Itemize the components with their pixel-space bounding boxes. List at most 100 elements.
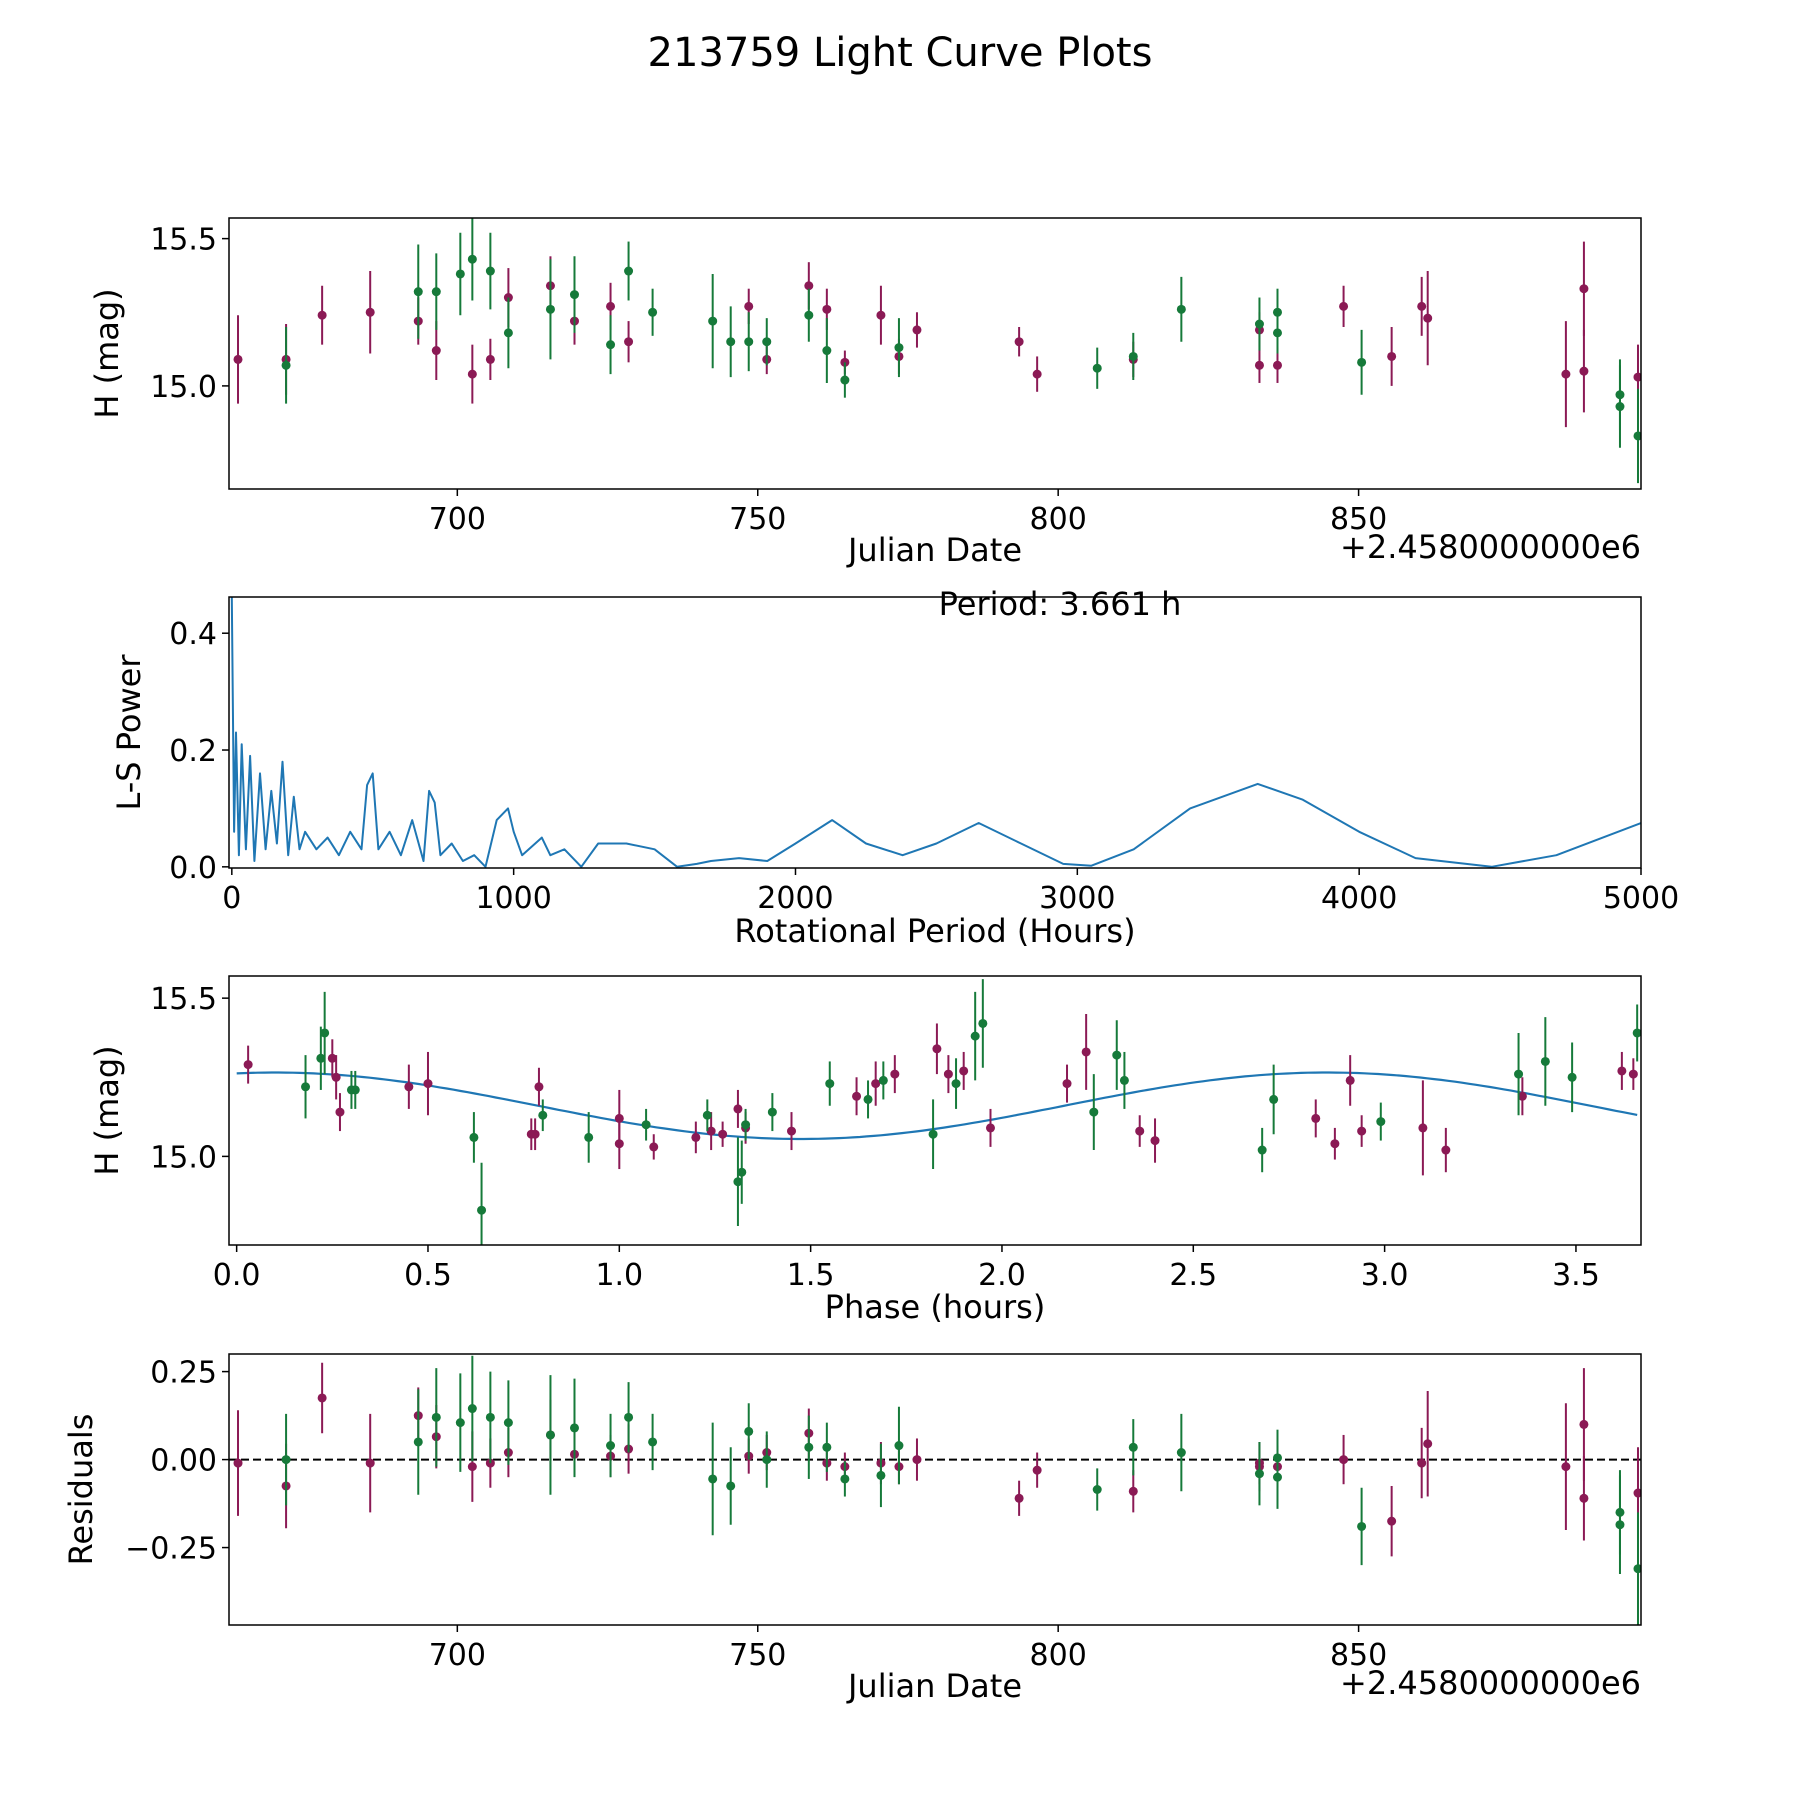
green-data-point [876, 1470, 886, 1480]
green-data-point [1272, 1472, 1282, 1482]
green-data-point [538, 1110, 548, 1120]
lightcurve-panel: 700 750 800 850 15.0 15.5 Julian Date H (mag) +2… [88, 217, 1642, 569]
green-data-point [606, 340, 616, 350]
green-data-point [737, 1167, 747, 1177]
magenta-data-point [943, 1069, 953, 1079]
green-data-point [467, 1404, 477, 1414]
y-axis-label: H (mag) [88, 1045, 126, 1175]
magenta-data-point [335, 1107, 345, 1117]
x-tick-label: 3.5 [1552, 1258, 1600, 1293]
green-data-point [951, 1079, 961, 1089]
green-data-point [469, 1132, 479, 1142]
period-annotation: Period: 3.661 h [939, 585, 1182, 623]
green-data-point [726, 337, 736, 347]
magenta-data-point [1081, 1047, 1091, 1057]
x-axis-label: Julian Date [846, 531, 1022, 569]
magenta-data-point [932, 1044, 942, 1054]
magenta-data-point [1579, 1419, 1589, 1429]
green-data-point [1514, 1069, 1524, 1079]
x-tick-label: 2.5 [1169, 1258, 1217, 1293]
periodogram-line [230, 597, 1641, 868]
green-data-point [978, 1018, 988, 1028]
y-axis-label: Residuals [62, 1414, 100, 1566]
green-data-point [648, 307, 658, 317]
green-data-point [503, 328, 513, 338]
magenta-data-point [1633, 372, 1641, 382]
model-fit-curve [236, 1071, 1638, 1141]
magenta-data-point [317, 310, 327, 320]
x-tick-label: 700 [429, 1638, 486, 1673]
magenta-data-point [1339, 1455, 1349, 1465]
magenta-data-point [606, 301, 616, 311]
magenta-data-point [530, 1129, 540, 1139]
magenta-data-point [1254, 360, 1264, 370]
green-data-point [1176, 1448, 1186, 1458]
green-data-point [485, 266, 495, 276]
y-tick-label: 15.0 [150, 1140, 217, 1175]
green-data-point [1092, 363, 1102, 373]
green-data-point [413, 287, 423, 297]
phased-axes-frame [228, 975, 1642, 1246]
magenta-data-point [624, 337, 634, 347]
green-data-point [503, 1418, 513, 1428]
green-data-point [733, 1177, 743, 1187]
green-data-point [301, 1082, 311, 1092]
magenta-data-point [733, 1104, 743, 1114]
green-data-point [762, 337, 772, 347]
green-data-point [708, 1474, 718, 1484]
green-data-point [1119, 1075, 1129, 1085]
magenta-data-point [1014, 337, 1024, 347]
magenta-data-point [1135, 1126, 1145, 1136]
magenta-data-point [1345, 1075, 1355, 1085]
magenta-data-point [1128, 1486, 1138, 1496]
magenta-data-point [1062, 1079, 1072, 1089]
x-tick-label: 1.5 [787, 1258, 835, 1293]
green-data-point [1092, 1485, 1102, 1494]
green-data-point [726, 1481, 736, 1491]
green-data-point [455, 269, 465, 279]
lightcurve-axes-frame [228, 217, 1642, 490]
magenta-data-point [1579, 366, 1589, 376]
green-data-point [1357, 357, 1367, 367]
green-data-point [708, 316, 718, 326]
x-tick-label: 750 [729, 1638, 786, 1673]
magenta-data-point [1579, 1493, 1589, 1503]
green-data-point [641, 1120, 651, 1130]
green-data-point [762, 1455, 772, 1465]
y-tick-label: 0.2 [169, 734, 217, 769]
magenta-data-point [467, 369, 477, 379]
magenta-data-point [1633, 1488, 1641, 1498]
magenta-data-point [1032, 369, 1042, 379]
green-data-point [1272, 307, 1282, 317]
green-data-point [822, 346, 832, 356]
x-axis-offset-text: +2.4580000000e6 [1340, 528, 1641, 566]
green-data-point [1633, 1564, 1641, 1574]
periodogram-plot-area [230, 597, 1641, 868]
y-tick-label: 0.4 [169, 617, 217, 652]
x-tick-label: 4000 [1321, 881, 1397, 916]
magenta-data-point [233, 1458, 243, 1468]
magenta-data-point [912, 1455, 922, 1465]
magenta-data-point [1561, 369, 1571, 379]
y-tick-label: 15.5 [150, 982, 217, 1017]
green-data-point [1615, 1520, 1625, 1530]
green-data-point [744, 337, 754, 347]
magenta-data-point [534, 1082, 544, 1092]
magenta-data-point [985, 1123, 995, 1133]
green-data-point [648, 1437, 658, 1447]
magenta-data-point [822, 304, 832, 314]
periodogram-axes-frame [228, 596, 1642, 869]
x-tick-label: 0.5 [404, 1258, 452, 1293]
green-data-point [1128, 1442, 1138, 1452]
magenta-data-point [649, 1142, 659, 1152]
magenta-data-point [1418, 1123, 1428, 1133]
y-tick-label: −0.25 [125, 1532, 217, 1567]
green-data-point [840, 375, 850, 385]
magenta-data-point [1617, 1066, 1627, 1076]
magenta-data-point [959, 1066, 969, 1076]
y-tick-label: 0.0 [169, 851, 217, 886]
green-data-point [1357, 1521, 1367, 1531]
periodogram-panel: 0 1000 2000 3000 4000 5000 0.0 0.2 0.4 Rotational… [110, 585, 1679, 950]
green-data-point [894, 343, 904, 353]
green-data-point [624, 266, 634, 276]
